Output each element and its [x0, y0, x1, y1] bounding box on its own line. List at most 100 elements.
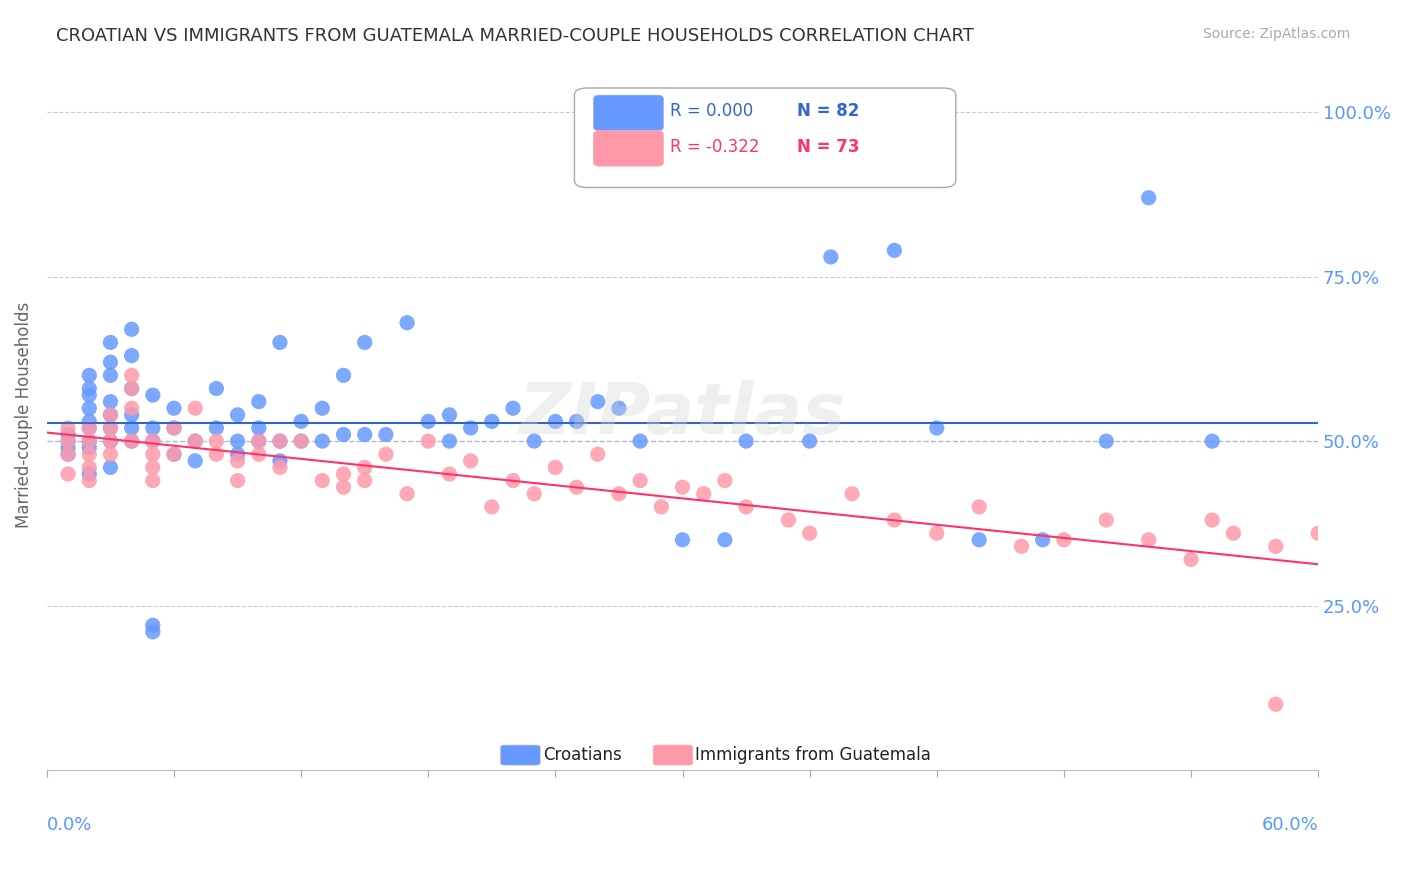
- Point: [100, 355, 122, 369]
- Point: [121, 368, 143, 383]
- Point: [714, 533, 737, 547]
- Point: [269, 460, 291, 475]
- Point: [439, 434, 461, 449]
- Point: [56, 434, 79, 449]
- Point: [396, 316, 419, 330]
- Point: [290, 434, 312, 449]
- Point: [77, 434, 100, 449]
- Point: [247, 434, 270, 449]
- Point: [142, 421, 165, 435]
- Point: [247, 421, 270, 435]
- Point: [523, 487, 546, 501]
- Point: [671, 533, 693, 547]
- Point: [607, 487, 630, 501]
- Point: [100, 447, 122, 461]
- Point: [799, 526, 821, 541]
- Point: [205, 434, 228, 449]
- Text: Croatians: Croatians: [543, 746, 621, 764]
- Point: [353, 460, 375, 475]
- Point: [311, 401, 333, 416]
- Point: [967, 500, 990, 514]
- Point: [205, 382, 228, 396]
- Point: [100, 335, 122, 350]
- Point: [121, 349, 143, 363]
- Point: [439, 408, 461, 422]
- Point: [523, 434, 546, 449]
- Point: [77, 414, 100, 428]
- Point: [226, 454, 249, 468]
- Point: [100, 421, 122, 435]
- Point: [100, 368, 122, 383]
- Point: [77, 401, 100, 416]
- Text: R = 0.000: R = 0.000: [669, 103, 754, 120]
- Point: [460, 454, 482, 468]
- Point: [100, 434, 122, 449]
- Point: [142, 388, 165, 402]
- Point: [607, 401, 630, 416]
- FancyBboxPatch shape: [575, 88, 956, 187]
- Point: [77, 368, 100, 383]
- Point: [77, 467, 100, 481]
- Point: [460, 421, 482, 435]
- Point: [735, 434, 758, 449]
- Point: [163, 447, 186, 461]
- Point: [1011, 540, 1033, 554]
- Point: [353, 427, 375, 442]
- Point: [374, 447, 396, 461]
- Point: [650, 500, 672, 514]
- Point: [100, 408, 122, 422]
- Point: [1201, 513, 1223, 527]
- Point: [586, 447, 609, 461]
- Point: [290, 434, 312, 449]
- Point: [77, 441, 100, 455]
- Point: [142, 460, 165, 475]
- Point: [269, 434, 291, 449]
- Point: [418, 414, 440, 428]
- Text: N = 73: N = 73: [797, 138, 859, 156]
- Point: [353, 335, 375, 350]
- Point: [671, 480, 693, 494]
- Point: [121, 421, 143, 435]
- Point: [184, 454, 207, 468]
- Point: [163, 421, 186, 435]
- Point: [77, 460, 100, 475]
- Point: [247, 434, 270, 449]
- Point: [1137, 191, 1160, 205]
- Point: [311, 434, 333, 449]
- Point: [77, 474, 100, 488]
- Point: [56, 421, 79, 435]
- Point: [628, 434, 651, 449]
- Point: [142, 474, 165, 488]
- Point: [925, 526, 948, 541]
- Point: [778, 513, 800, 527]
- Point: [184, 434, 207, 449]
- Point: [1180, 552, 1202, 566]
- Point: [544, 414, 567, 428]
- Text: 60.0%: 60.0%: [1261, 816, 1319, 834]
- Point: [374, 427, 396, 442]
- Text: R = -0.322: R = -0.322: [669, 138, 759, 156]
- Point: [841, 487, 863, 501]
- Point: [269, 454, 291, 468]
- Point: [226, 474, 249, 488]
- Point: [100, 460, 122, 475]
- FancyBboxPatch shape: [501, 745, 540, 765]
- Point: [820, 250, 842, 264]
- Point: [544, 460, 567, 475]
- Text: Source: ZipAtlas.com: Source: ZipAtlas.com: [1202, 27, 1350, 41]
- Point: [1308, 526, 1330, 541]
- Point: [586, 394, 609, 409]
- Point: [628, 474, 651, 488]
- Point: [142, 624, 165, 639]
- Point: [205, 421, 228, 435]
- Point: [883, 513, 905, 527]
- Point: [77, 447, 100, 461]
- Point: [184, 434, 207, 449]
- Text: Immigrants from Guatemala: Immigrants from Guatemala: [695, 746, 931, 764]
- Point: [121, 382, 143, 396]
- Point: [226, 447, 249, 461]
- Point: [142, 447, 165, 461]
- Point: [205, 447, 228, 461]
- Point: [121, 408, 143, 422]
- Point: [121, 434, 143, 449]
